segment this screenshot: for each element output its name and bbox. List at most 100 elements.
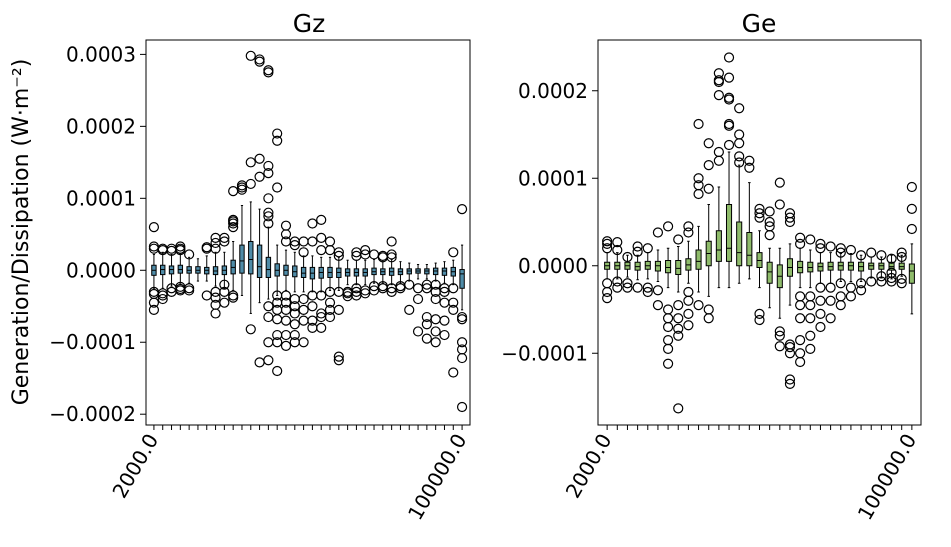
outlier-point [236, 182, 248, 193]
outlier-point [316, 232, 327, 243]
box-ge-8 [673, 234, 684, 414]
iqr-box [265, 256, 272, 278]
outlier-point [263, 355, 274, 366]
outlier-point [272, 182, 283, 193]
box-gz-26 [368, 249, 380, 296]
outlier-point [734, 157, 745, 168]
box-ge-22 [815, 238, 826, 333]
outlier-point [805, 291, 816, 302]
outlier-point [430, 326, 441, 337]
outlier-point [404, 279, 415, 290]
outlier-point [430, 314, 441, 325]
box-ge-29 [886, 253, 897, 287]
outlier-point [703, 304, 714, 315]
outlier-point [245, 157, 256, 168]
y-tick-label: −0.0002 [49, 402, 136, 426]
outlier-point [815, 295, 826, 306]
plot-frame-gz [145, 39, 471, 426]
box-gz-16 [280, 220, 292, 351]
box-gz-35 [448, 247, 459, 378]
outlier-point [456, 352, 468, 364]
plot-frame-ge [597, 39, 922, 426]
box-ge-25 [845, 244, 857, 302]
outlier-point [602, 278, 613, 289]
outlier-point [683, 286, 694, 298]
iqr-box [725, 204, 733, 262]
outlier-point [272, 135, 283, 146]
box-ge-7 [662, 221, 674, 369]
outlier-point [280, 304, 292, 315]
outlier-point [835, 300, 846, 311]
box-gz-2 [157, 243, 168, 305]
outlier-point [825, 282, 836, 293]
outlier-point [906, 223, 917, 235]
outlier-point [906, 181, 917, 193]
outlier-point [642, 286, 653, 298]
outlier-point [456, 337, 468, 348]
outlier-point [148, 304, 160, 315]
outlier-point [602, 293, 613, 304]
outlier-point [421, 319, 432, 330]
box-ge-21 [805, 234, 816, 354]
outlier-point [254, 171, 265, 182]
box-gz-7 [201, 242, 212, 301]
outlier-point [263, 160, 274, 172]
outlier-point [298, 304, 309, 315]
outlier-point [612, 244, 623, 256]
outlier-point [774, 177, 785, 188]
box-gz-36 [456, 204, 468, 413]
x-axis-ge: 2000.0 100000.0 [561, 425, 921, 524]
box-ge-11 [703, 138, 714, 324]
outlier-point [439, 297, 450, 308]
outlier-point [395, 283, 406, 294]
outlier-point [693, 173, 704, 184]
outlier-point [622, 282, 633, 293]
outlier-point [703, 313, 714, 324]
outlier-point [148, 243, 160, 254]
iqr-box [766, 261, 773, 284]
box-gz-19 [307, 218, 318, 333]
outlier-point [316, 214, 327, 226]
box-ge-4 [632, 241, 643, 293]
outlier-point [421, 333, 432, 344]
outlier-point [662, 343, 674, 354]
outlier-point [263, 193, 274, 204]
outlier-point [263, 65, 274, 76]
outlier-point [254, 153, 265, 164]
outlier-point [784, 374, 796, 385]
iqr-box [239, 244, 245, 274]
box-ge-15 [744, 155, 755, 280]
box-gz-33 [430, 262, 441, 348]
box-ge-5 [642, 243, 653, 298]
outlier-point [307, 236, 318, 247]
outlier-point [456, 314, 468, 325]
outlier-point [316, 322, 327, 333]
outlier-point [845, 291, 857, 302]
box-gz-21 [324, 236, 336, 323]
outlier-point [632, 246, 643, 257]
outlier-point [845, 282, 857, 293]
outlier-point [673, 330, 684, 341]
outlier-point [652, 285, 664, 296]
outlier-point [805, 234, 816, 245]
outlier-point [263, 211, 274, 222]
outlier-point [886, 276, 897, 287]
box-gz-9 [219, 232, 230, 308]
outlier-point [693, 300, 704, 311]
box-ge-16 [754, 203, 765, 326]
outlier-point [795, 291, 806, 302]
box-gz-8 [210, 232, 221, 319]
box-ge-2 [612, 237, 623, 293]
outlier-point [855, 250, 867, 261]
outlier-point [324, 297, 336, 308]
outlier-point [439, 286, 450, 297]
y-tick-label: −0.0001 [49, 330, 136, 354]
outlier-point [805, 330, 816, 341]
box-ge-27 [866, 247, 877, 287]
y-tick-label: 0.0002 [66, 114, 136, 138]
outlier-point [815, 308, 826, 319]
outlier-point [333, 247, 344, 258]
outlier-point [228, 292, 239, 303]
chart-panel-ge: Ge −0.0001 0.0000 0.0001 0.0002 2000.0 10000… [501, 9, 922, 524]
box-gz-34 [439, 261, 450, 341]
